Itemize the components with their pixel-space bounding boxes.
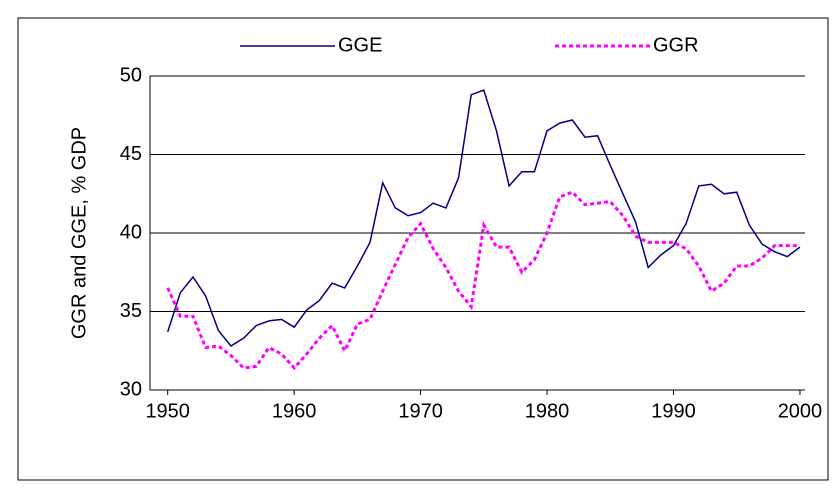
chart-frame [17, 17, 829, 481]
x-tick-label: 1970 [398, 400, 443, 422]
series-line [166, 89, 801, 347]
x-tick-label: 1980 [525, 400, 570, 422]
x-tick-label: 2000 [778, 400, 823, 422]
x-tick-label: 1990 [651, 400, 696, 422]
y-tick-label: 40 [120, 221, 142, 243]
series-line [166, 190, 800, 371]
legend-label: GGE [338, 34, 382, 56]
y-tick-label: 35 [120, 300, 142, 322]
x-tick-label: 1960 [272, 400, 317, 422]
y-tick-label: 45 [120, 143, 142, 165]
y-tick-label: 30 [120, 378, 142, 400]
y-axis-title: GGR and GGE, % GDP [68, 127, 90, 339]
x-tick-label: 1950 [145, 400, 190, 422]
legend-label: GGR [653, 34, 699, 56]
y-tick-label: 50 [120, 64, 142, 86]
